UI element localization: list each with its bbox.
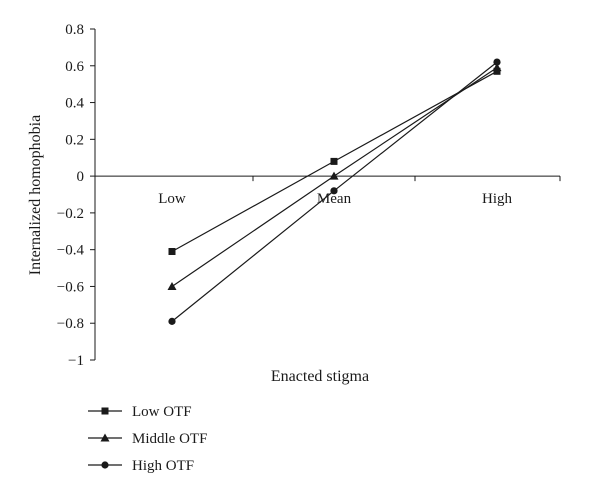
data-point-low-otf xyxy=(493,67,501,75)
x-axis-ticks: Low Mean High xyxy=(158,176,561,207)
y-tick-label: −0.4 xyxy=(57,243,85,259)
series-middle-otf xyxy=(167,63,502,290)
data-point-low-otf xyxy=(168,248,176,256)
y-tick-label: 0.6 xyxy=(65,59,84,75)
data-point-middle-otf xyxy=(329,171,339,180)
data-point-high-otf xyxy=(493,58,501,66)
legend-item-low-otf: Low OTF xyxy=(88,404,192,420)
x-tick-label: High xyxy=(482,191,513,207)
series-layer xyxy=(167,58,502,325)
y-tick-label: 0.4 xyxy=(65,96,84,112)
x-tick-label: Low xyxy=(158,191,186,207)
legend-marker-circle-icon xyxy=(101,461,109,469)
y-tick-label: −0.2 xyxy=(57,206,84,222)
x-axis-title: Enacted stigma xyxy=(271,368,369,385)
y-axis-title: Internalized homophobia xyxy=(27,115,44,275)
y-tick-label: −0.6 xyxy=(57,279,85,295)
legend-label: Low OTF xyxy=(132,404,192,420)
x-tick-label: Mean xyxy=(317,191,352,207)
legend-label: High OTF xyxy=(132,458,194,474)
series-high-otf xyxy=(168,58,501,325)
y-tick-label: −1 xyxy=(68,353,84,369)
y-axis-ticks: 0.8 0.6 0.4 0.2 0 −0.2 −0.4 −0.6 −0.8 −1 xyxy=(57,22,95,369)
y-tick-label: −0.8 xyxy=(57,316,84,332)
data-point-high-otf xyxy=(168,317,176,325)
axes xyxy=(94,29,560,360)
y-tick-label: 0.2 xyxy=(65,132,84,148)
legend-label: Middle OTF xyxy=(132,431,207,447)
legend-marker-triangle-icon xyxy=(100,433,110,442)
data-point-middle-otf xyxy=(492,63,502,72)
series-low-otf xyxy=(168,67,501,256)
y-tick-label: 0 xyxy=(77,169,85,185)
data-point-low-otf xyxy=(330,157,338,165)
legend: Low OTF Middle OTF High OTF xyxy=(88,404,207,474)
legend-item-high-otf: High OTF xyxy=(88,458,194,474)
y-tick-label: 0.8 xyxy=(65,22,84,38)
data-point-high-otf xyxy=(330,187,338,195)
data-point-middle-otf xyxy=(167,281,177,290)
legend-marker-square-icon xyxy=(101,407,109,415)
legend-item-middle-otf: Middle OTF xyxy=(88,431,207,447)
